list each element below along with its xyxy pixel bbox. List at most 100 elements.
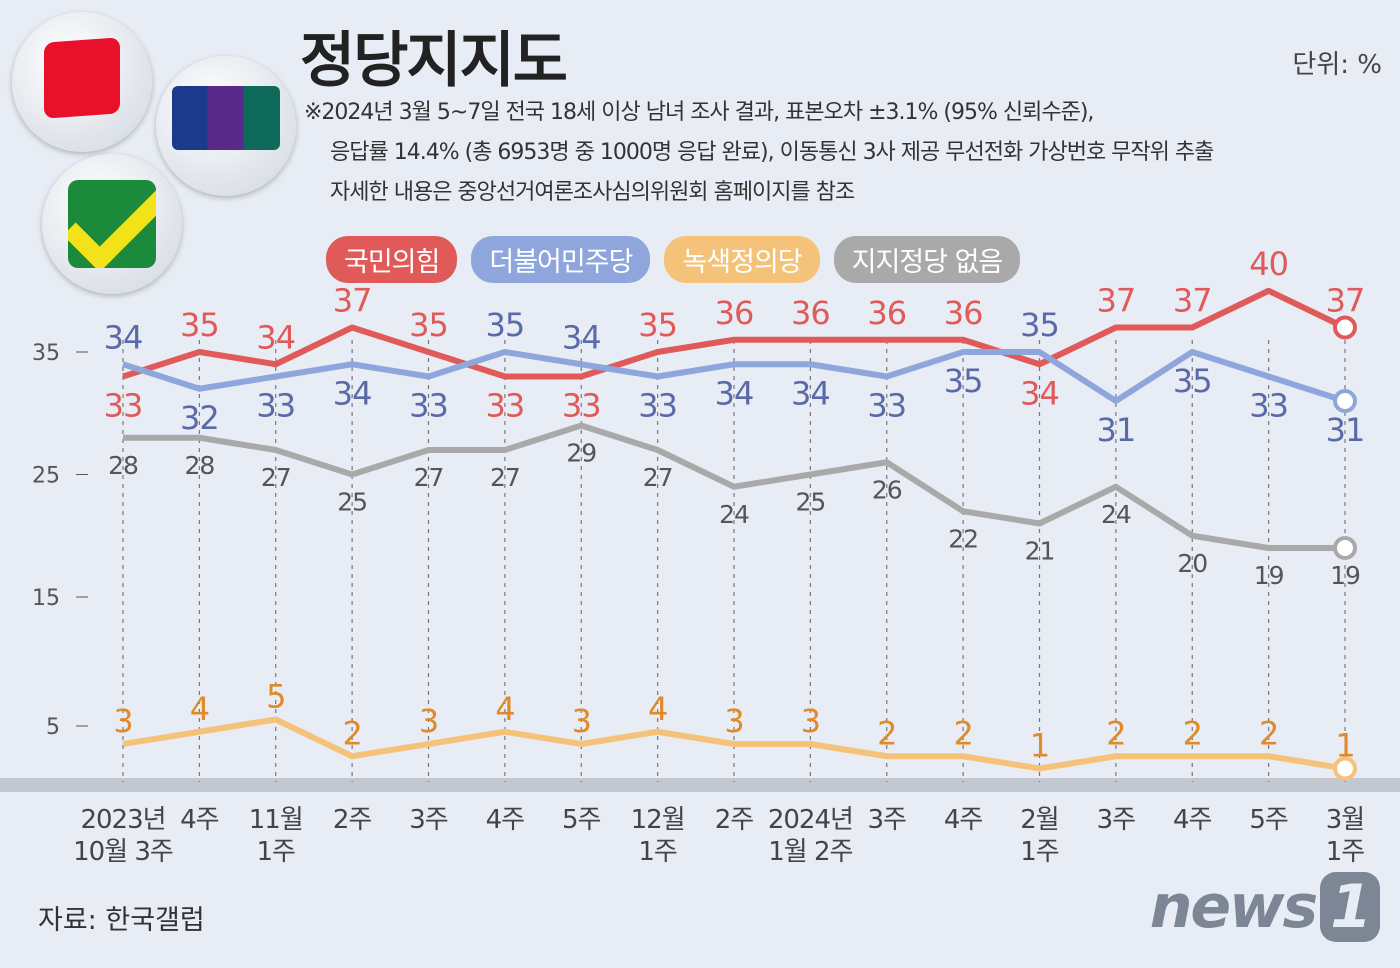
data-label: 33 <box>638 387 677 425</box>
data-label: 36 <box>791 294 830 332</box>
data-label: 3 <box>419 702 438 740</box>
x-tick-label: 4주 <box>1173 805 1212 835</box>
data-label: 35 <box>1020 306 1059 344</box>
data-label: 24 <box>1101 500 1131 529</box>
data-label: 4 <box>495 690 514 728</box>
data-label: 34 <box>333 374 372 412</box>
data-label: 19 <box>1330 561 1360 590</box>
x-tick-label: 10월 3주 <box>73 837 173 867</box>
unit-label: 단위: % <box>1292 50 1382 80</box>
data-label: 27 <box>643 463 673 492</box>
data-label: 24 <box>719 500 749 529</box>
survey-note-1: ※2024년 3월 5~7일 전국 18세 이상 남녀 조사 결과, 표본오차 … <box>304 100 1094 125</box>
data-label: 33 <box>104 387 143 425</box>
data-label: 35 <box>638 306 677 344</box>
data-label: 28 <box>184 451 214 480</box>
data-label: 33 <box>867 387 906 425</box>
x-tick-label: 4주 <box>180 805 219 835</box>
x-tick-label: 2주 <box>333 805 372 835</box>
x-tick-label: 3주 <box>409 805 448 835</box>
x-tick-label: 1주 <box>1020 837 1059 867</box>
data-label: 35 <box>944 362 983 400</box>
data-label: 34 <box>791 374 830 412</box>
legend-ppp: 국민의힘 <box>326 236 458 283</box>
data-label: 33 <box>1249 387 1288 425</box>
data-label: 37 <box>1326 282 1365 320</box>
legend-dp: 더불어민주당 <box>471 236 651 283</box>
data-label: 3 <box>724 702 743 740</box>
data-label: 3 <box>801 702 820 740</box>
x-tick-label: 5주 <box>1249 805 1288 835</box>
survey-note-2: 응답률 14.4% (총 6953명 중 1000명 응답 완료), 이동통신 … <box>330 140 1214 165</box>
data-label: 34 <box>104 318 143 356</box>
legend-none: 지지정당 없음 <box>833 236 1021 283</box>
data-label: 34 <box>1020 374 1059 412</box>
data-label: 33 <box>562 387 601 425</box>
data-label: 33 <box>256 387 295 425</box>
data-label: 29 <box>566 439 596 468</box>
data-label: 27 <box>414 463 444 492</box>
data-label: 2 <box>877 714 896 752</box>
end-marker <box>1333 756 1357 781</box>
series-line <box>122 287 1347 380</box>
data-label: 4 <box>648 690 667 728</box>
x-tick-label: 1월 2주 <box>768 837 852 867</box>
source-label: 자료: 한국갤럽 <box>38 905 205 936</box>
x-tick-label: 1주 <box>638 837 677 867</box>
data-label: 2 <box>1106 714 1125 752</box>
data-label: 22 <box>948 524 978 553</box>
data-label: 5 <box>266 678 285 716</box>
x-tick-label: 3월 <box>1326 805 1364 835</box>
data-label: 35 <box>180 306 219 344</box>
party-logo-ppp <box>12 12 152 152</box>
brand-logo: news 1 <box>1150 872 1380 942</box>
data-label: 31 <box>1097 411 1136 449</box>
data-label: 34 <box>256 318 295 356</box>
data-label: 4 <box>190 690 209 728</box>
data-label: 35 <box>1173 362 1212 400</box>
data-label: 31 <box>1326 411 1365 449</box>
data-label: 2 <box>1259 714 1278 752</box>
survey-note-3: 자세한 내용은 중앙선거여론조사심의위원회 홈페이지를 참조 <box>330 180 855 205</box>
x-tick-label: 2023년 <box>80 805 165 835</box>
end-marker <box>1333 315 1357 340</box>
data-label: 33 <box>409 387 448 425</box>
x-tick-label: 3주 <box>1097 805 1136 835</box>
data-label: 40 <box>1249 245 1288 283</box>
data-label: 32 <box>180 399 219 437</box>
data-label: 25 <box>337 488 367 517</box>
data-label: 36 <box>944 294 983 332</box>
series-line <box>122 349 1346 404</box>
y-tick-label: 15 <box>32 586 60 611</box>
x-tick-label: 2주 <box>715 805 754 835</box>
legend: 국민의힘 더불어민주당 녹색정의당 지지정당 없음 <box>326 236 1021 283</box>
data-label: 19 <box>1254 561 1284 590</box>
x-tick-label: 11월 <box>249 805 303 835</box>
x-tick-label: 1주 <box>257 837 296 867</box>
data-label: 28 <box>108 451 138 480</box>
x-tick-label: 3주 <box>868 805 907 835</box>
data-label: 34 <box>562 318 601 356</box>
data-label: 37 <box>333 282 372 320</box>
end-marker <box>1333 536 1357 560</box>
data-label: 21 <box>1025 537 1055 566</box>
series-line <box>122 716 1346 772</box>
data-label: 35 <box>486 306 525 344</box>
party-logo-green-justice <box>42 154 182 294</box>
data-label: 35 <box>409 306 448 344</box>
data-label: 26 <box>872 475 902 504</box>
data-label: 37 <box>1173 282 1212 320</box>
data-label: 27 <box>261 463 291 492</box>
x-tick-label: 1주 <box>1326 837 1365 867</box>
party-logo-dp <box>156 56 296 196</box>
end-marker <box>1333 389 1357 413</box>
y-tick-label: 25 <box>32 464 60 489</box>
data-label: 33 <box>486 387 525 425</box>
data-label: 2 <box>953 714 972 752</box>
legend-green-justice: 녹색정의당 <box>664 236 820 283</box>
series-line <box>123 422 1345 551</box>
y-tick-label: 35 <box>32 341 60 366</box>
x-tick-label: 12월 <box>631 805 685 835</box>
data-label: 20 <box>1177 549 1207 578</box>
